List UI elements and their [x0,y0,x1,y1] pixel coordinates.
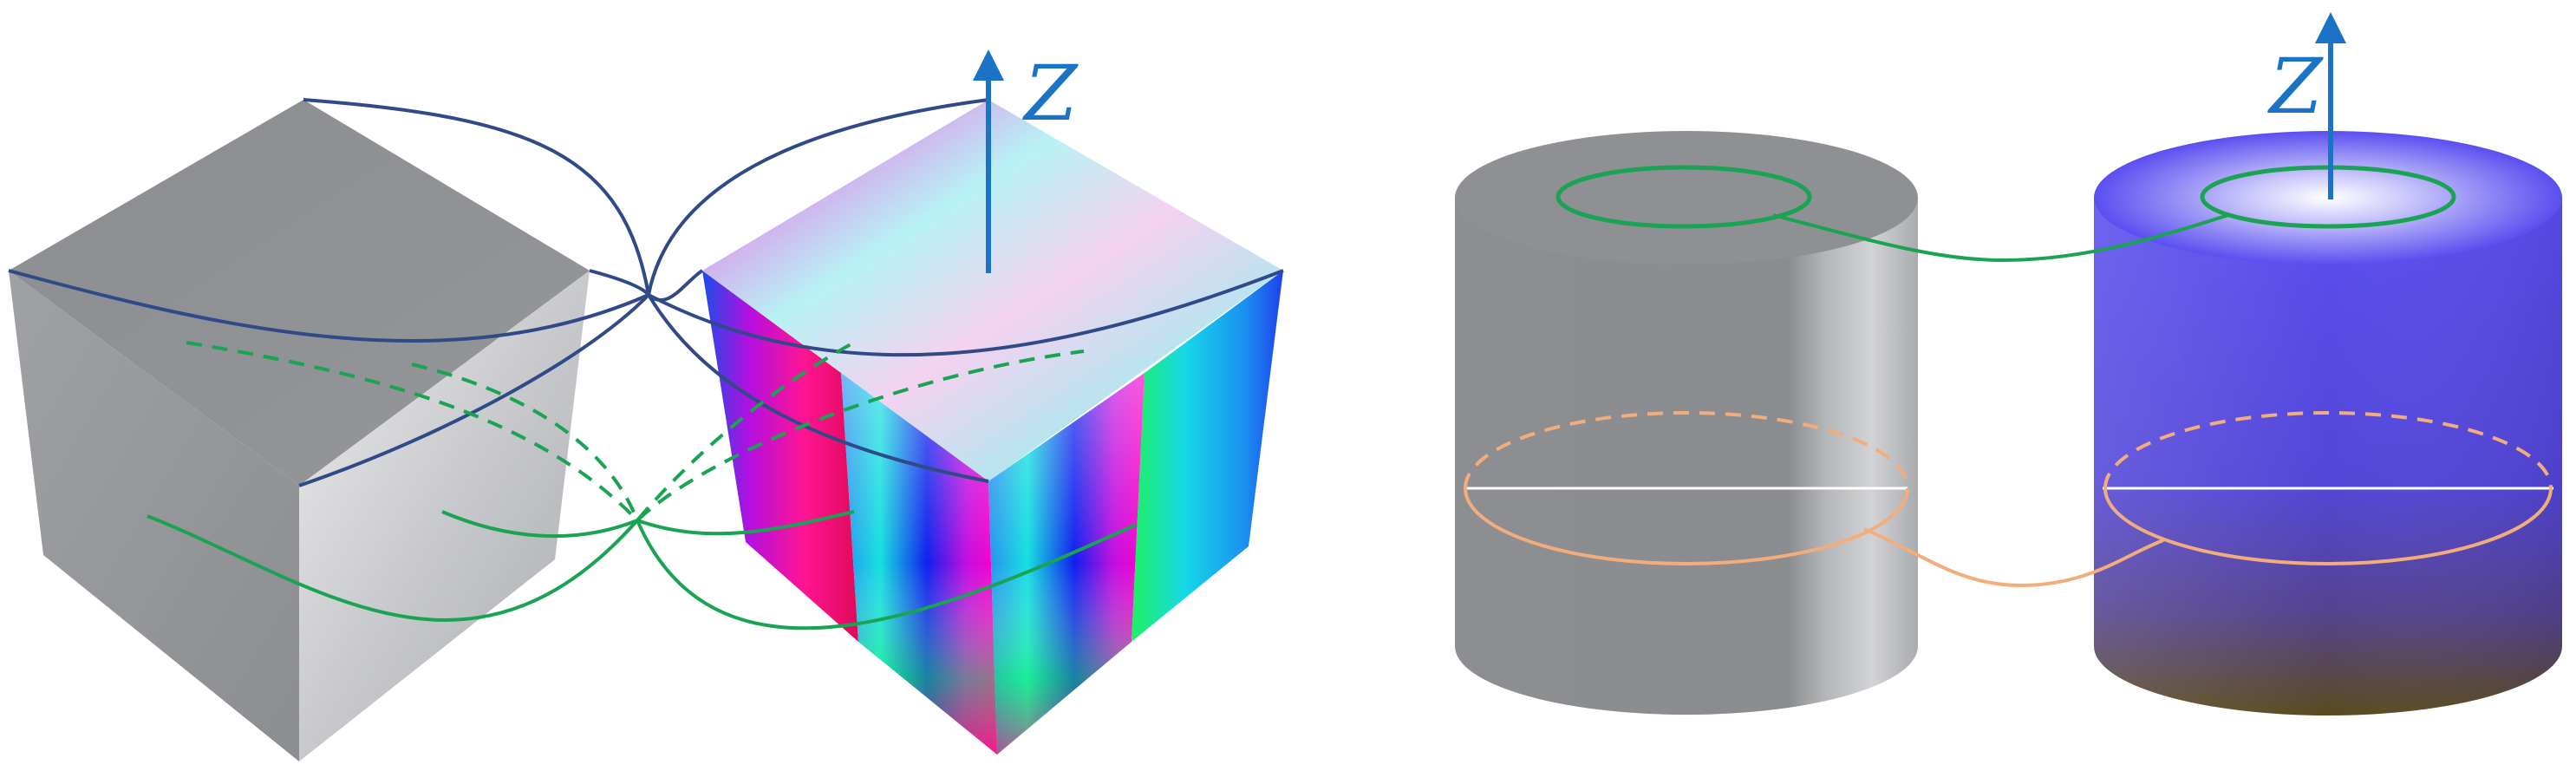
gray-cube [9,100,590,761]
blue-cylinder-ring-front [2103,487,2553,565]
gray-cube-left-face [9,271,299,761]
gray-cube-top-face [9,100,590,486]
color-cube-right-face [1131,271,1283,642]
blue-cylinder-body-shade [2094,198,2562,715]
green-cylinder-link [1772,213,2229,263]
left-z-axis: Z [973,49,1079,273]
right-z-axis: Z [2266,12,2346,199]
green-dashed-link-2 [411,350,1085,524]
color-cube-top-face [702,100,1283,481]
blue-links [8,98,1284,487]
color-cube [702,100,1283,755]
left-panel: Z [8,49,1284,761]
gray-cylinder-body [1455,198,1918,715]
gray-cylinder-top-ring [1555,165,1812,229]
gray-cylinder-ring-front [1464,487,1909,565]
right-panel: Z [1455,12,2562,715]
right-z-axis-label: Z [2266,42,2324,131]
color-cube-front-right-shade [988,373,1145,755]
green-solid-links [147,510,1137,631]
green-dashed-links [186,341,1085,524]
green-dashed-link-1 [186,341,855,523]
green-link-2 [441,510,855,539]
gray-cube-right-face [299,271,590,761]
blue-cylinder [2094,131,2562,715]
gray-cylinder-ring-back [1464,411,1909,489]
gray-cylinder [1455,131,1918,715]
blue-link-4 [589,269,704,303]
blue-cylinder-ring-back [2103,411,2553,489]
orange-cylinder-link [1863,527,2164,588]
gray-cylinder-top [1455,131,1918,265]
color-cube-front-left-shade [841,373,997,755]
left-z-axis-label: Z [1021,49,1079,138]
